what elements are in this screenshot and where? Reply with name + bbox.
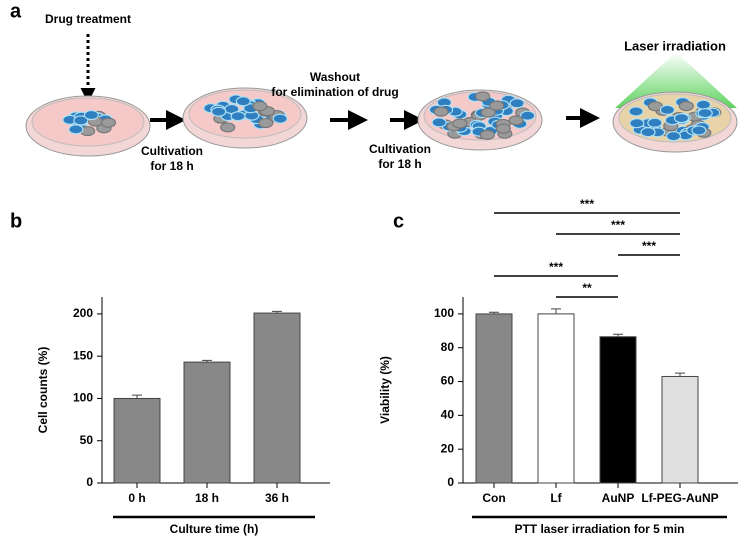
x-tick-label: 0 h <box>128 491 145 505</box>
cell <box>640 127 656 138</box>
cell <box>509 98 525 109</box>
cell <box>495 123 511 134</box>
cell <box>479 129 495 140</box>
diagram <box>25 34 738 157</box>
cell <box>695 99 712 110</box>
bar <box>183 361 231 484</box>
y-axis-label: Viability (%) <box>378 356 392 424</box>
x-axis-label: Culture time (h) <box>170 522 259 536</box>
cell <box>235 96 251 107</box>
cell <box>83 109 99 121</box>
bar <box>537 313 575 484</box>
error-bar <box>202 359 212 363</box>
panel-label: b <box>10 210 22 232</box>
cell <box>629 118 645 129</box>
x-tick-label: 18 h <box>195 491 219 505</box>
error-bar <box>272 310 282 314</box>
step-label: for 18 h <box>378 157 421 171</box>
y-axis-label: Cell counts (%) <box>36 347 50 434</box>
bar <box>113 397 161 484</box>
cell <box>100 117 117 128</box>
step-label: for elimination of drug <box>271 85 398 99</box>
cell <box>489 100 505 111</box>
error-bar <box>551 308 561 314</box>
cell <box>474 91 491 102</box>
error-bar <box>613 333 623 337</box>
cell <box>678 101 694 112</box>
cell <box>272 113 288 124</box>
bar <box>661 375 699 484</box>
significance-label: *** <box>580 197 594 211</box>
cell <box>659 104 676 115</box>
cell <box>431 117 447 128</box>
x-tick-label: AuNP <box>602 491 635 505</box>
bar <box>253 312 301 484</box>
significance-label: ** <box>582 281 592 295</box>
step-label: Drug treatment <box>45 12 131 26</box>
cell <box>647 117 663 128</box>
y-tick-label: 200 <box>73 306 93 320</box>
y-tick-label: 80 <box>441 340 455 354</box>
cell <box>508 115 524 126</box>
cell <box>697 107 713 119</box>
y-tick-label: 100 <box>73 391 93 405</box>
significance-label: *** <box>611 218 625 232</box>
cell <box>220 122 236 133</box>
cell <box>480 107 496 118</box>
panel-label: a <box>10 0 22 22</box>
cell <box>73 115 89 126</box>
error-bar <box>132 394 142 399</box>
bar <box>599 336 637 484</box>
y-tick-label: 60 <box>441 374 455 388</box>
step-label: Cultivation <box>141 144 203 158</box>
x-tick-label: Lf <box>550 491 562 505</box>
y-tick-label: 0 <box>86 475 93 489</box>
y-tick-label: 100 <box>434 306 454 320</box>
cell <box>230 111 246 122</box>
cell <box>433 106 449 117</box>
x-tick-label: Con <box>482 491 505 505</box>
y-tick-label: 20 <box>441 441 455 455</box>
cell <box>252 101 268 112</box>
laser-beam <box>615 52 737 108</box>
cell <box>691 125 707 136</box>
step-label: for 18 h <box>150 159 193 173</box>
y-tick-label: 40 <box>441 408 455 422</box>
cell <box>452 118 468 129</box>
step-label: Washout <box>310 70 360 84</box>
cell <box>211 106 227 117</box>
x-tick-label: 36 h <box>265 491 289 505</box>
cell <box>520 110 536 121</box>
step-label: Laser irradiation <box>624 38 726 53</box>
significance-label: *** <box>549 260 563 274</box>
y-tick-label: 50 <box>80 433 94 447</box>
y-tick-label: 150 <box>73 348 93 362</box>
cell <box>68 124 84 135</box>
error-bar <box>489 311 499 314</box>
panel-label: c <box>393 210 404 232</box>
step-label: Cultivation <box>369 142 431 156</box>
error-bar <box>675 372 685 377</box>
cell <box>665 131 682 142</box>
cell <box>258 117 274 129</box>
y-tick-label: 0 <box>447 475 454 489</box>
cell <box>628 106 644 117</box>
x-tick-label: Lf-PEG-AuNP <box>641 491 718 505</box>
x-axis-label: PTT laser irradiation for 5 min <box>514 522 684 536</box>
significance-label: *** <box>642 239 656 253</box>
bar <box>475 313 513 484</box>
cell <box>673 113 690 124</box>
